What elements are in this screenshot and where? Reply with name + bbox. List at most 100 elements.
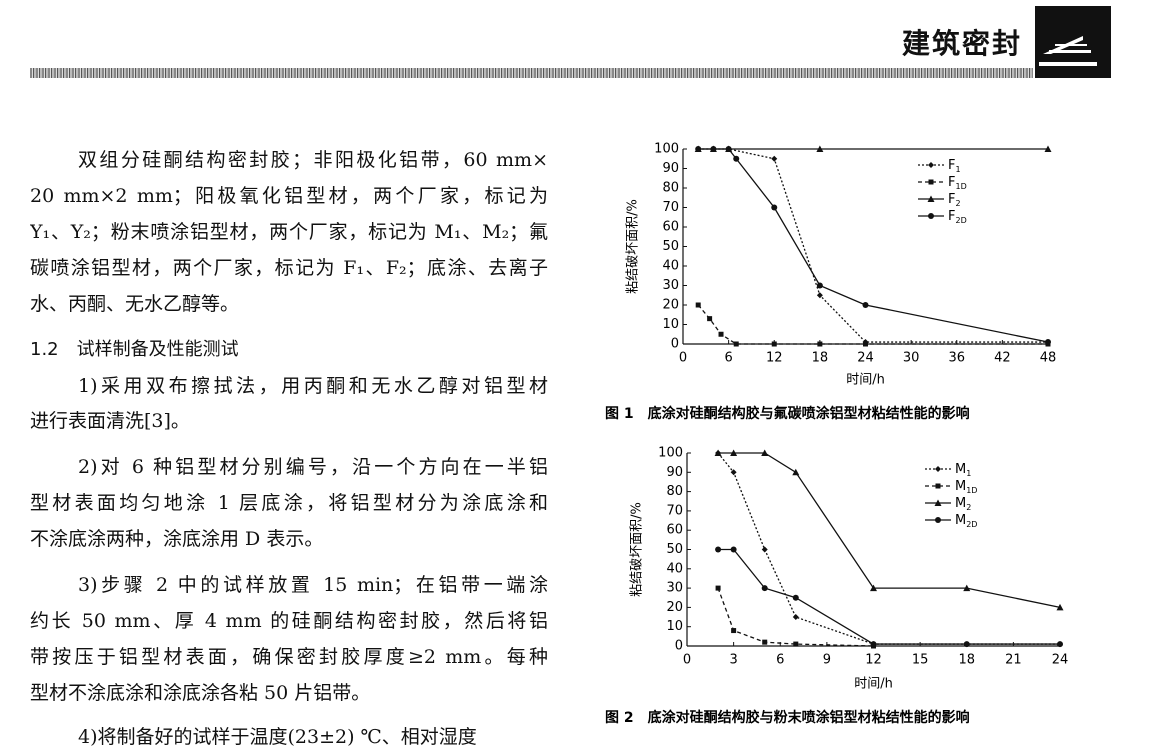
marker xyxy=(792,468,800,476)
marker xyxy=(816,282,823,289)
marker xyxy=(730,546,737,553)
marker xyxy=(707,316,713,322)
x-tick-label: 36 xyxy=(948,351,965,366)
marker xyxy=(718,331,724,337)
y-tick-label: 60 xyxy=(662,220,679,235)
x-tick-label: 30 xyxy=(903,351,920,366)
marker xyxy=(771,204,778,211)
legend-label: F1D xyxy=(948,175,967,191)
text-line: 碳喷涂铝型材，两个厂家，标记为 F₁、F₂；底涂、去离子 xyxy=(30,257,548,279)
marker xyxy=(792,614,799,621)
y-tick-label: 0 xyxy=(671,337,679,352)
y-tick-label: 90 xyxy=(666,465,683,480)
text-line: 1)采用双布擦拭法，用丙酮和无水乙醇对铝型材 xyxy=(78,375,548,397)
text-line: 水、丙酮、无水乙醇等。 xyxy=(30,293,240,315)
x-tick-label: 24 xyxy=(857,351,874,366)
y-tick-label: 60 xyxy=(666,523,683,538)
x-tick-label: 0 xyxy=(683,653,691,668)
marker xyxy=(1056,603,1064,611)
x-tick-label: 18 xyxy=(812,351,829,366)
marker xyxy=(817,341,823,347)
x-tick-label: 15 xyxy=(912,653,929,668)
marker xyxy=(1057,641,1063,648)
y-tick-label: 80 xyxy=(662,181,679,196)
legend-label: M2 xyxy=(955,496,971,512)
y-tick-label: 0 xyxy=(675,639,683,654)
marker xyxy=(816,145,824,152)
marker xyxy=(695,302,701,308)
header-strip xyxy=(30,68,1033,78)
x-tick-label: 6 xyxy=(724,351,732,366)
marker xyxy=(928,179,934,185)
x-tick-label: 42 xyxy=(994,351,1011,366)
y-tick-label: 70 xyxy=(662,200,679,215)
marker xyxy=(862,302,869,308)
x-axis-label: 时间/h xyxy=(854,677,893,692)
y-tick-label: 90 xyxy=(662,161,679,176)
y-axis-label: 粘结破坏面积/% xyxy=(626,199,641,294)
marker xyxy=(731,628,737,634)
y-tick-label: 30 xyxy=(666,581,683,596)
caption: 图 1 底涂对硅酮结构胶与氟碳喷涂铝型材粘结性能的影响 xyxy=(605,405,970,422)
text-line: 20 mm×2 mm；阳极氧化铝型材，两个厂家，标记为 xyxy=(30,185,548,207)
marker xyxy=(730,469,737,476)
legend-label: F2D xyxy=(948,209,967,225)
marker xyxy=(792,594,799,601)
marker xyxy=(761,546,768,553)
series-line xyxy=(698,148,1049,343)
legend-label: F1 xyxy=(948,158,961,174)
marker xyxy=(1044,145,1052,152)
text-line: Y₁、Y₂；粉末喷涂铝型材，两个厂家，标记为 M₁、M₂；氟 xyxy=(30,221,548,243)
y-tick-label: 50 xyxy=(662,239,679,254)
y-tick-label: 80 xyxy=(666,484,683,499)
text-line: 带按压于铝型材表面，确保密封胶厚度≥2 mm。每种 xyxy=(30,646,548,668)
marker xyxy=(935,483,941,489)
marker xyxy=(863,341,868,347)
marker xyxy=(715,546,722,553)
marker xyxy=(1045,339,1051,346)
marker xyxy=(761,585,768,592)
header-logo xyxy=(1035,6,1111,78)
x-tick-label: 0 xyxy=(679,351,687,366)
text-line: 3)步骤 2 中的试样放置 15 min；在铝带一端涂 xyxy=(78,574,548,596)
y-tick-label: 20 xyxy=(666,600,683,615)
marker xyxy=(927,195,935,202)
marker xyxy=(935,517,941,523)
x-tick-label: 48 xyxy=(1040,351,1057,366)
marker xyxy=(771,341,777,347)
text-line: 4)将制备好的试样于温度(23±2) ℃、相对湿度 xyxy=(78,726,477,748)
y-tick-label: 20 xyxy=(662,298,679,313)
y-axis-label: 粘结破坏面积/% xyxy=(630,502,645,597)
marker xyxy=(928,162,934,168)
logo-icon xyxy=(1039,36,1097,66)
y-tick-label: 10 xyxy=(666,619,683,634)
marker xyxy=(793,641,799,647)
y-tick-label: 100 xyxy=(658,446,683,461)
marker xyxy=(733,155,740,162)
y-tick-label: 70 xyxy=(666,503,683,518)
y-tick-label: 40 xyxy=(666,561,683,576)
marker xyxy=(934,499,942,506)
x-tick-label: 18 xyxy=(958,653,975,668)
marker xyxy=(762,639,768,645)
x-axis-label: 时间/h xyxy=(846,373,885,388)
marker xyxy=(771,155,778,162)
marker xyxy=(816,292,823,299)
marker xyxy=(715,585,721,591)
y-tick-label: 100 xyxy=(654,142,679,157)
legend-label: F2 xyxy=(948,192,961,208)
series-line xyxy=(718,452,1061,609)
series-line xyxy=(717,452,1060,645)
x-tick-label: 3 xyxy=(729,653,737,668)
y-tick-label: 50 xyxy=(666,542,683,557)
marker xyxy=(870,641,877,648)
text-line: 不涂底涂两种，涂底涂用 D 表示。 xyxy=(30,528,324,550)
legend-label: M1D xyxy=(955,479,977,495)
caption: 图 2 底涂对硅酮结构胶与粉末喷涂铝型材粘结性能的影响 xyxy=(605,709,970,726)
text-line: 型材表面均匀地涂 1 层底涂，将铝型材分为涂底涂和 xyxy=(30,492,548,514)
x-tick-label: 9 xyxy=(823,653,831,668)
text-line: 进行表面清洗[3]。 xyxy=(30,410,190,432)
marker xyxy=(935,466,941,472)
y-tick-label: 30 xyxy=(662,278,679,293)
